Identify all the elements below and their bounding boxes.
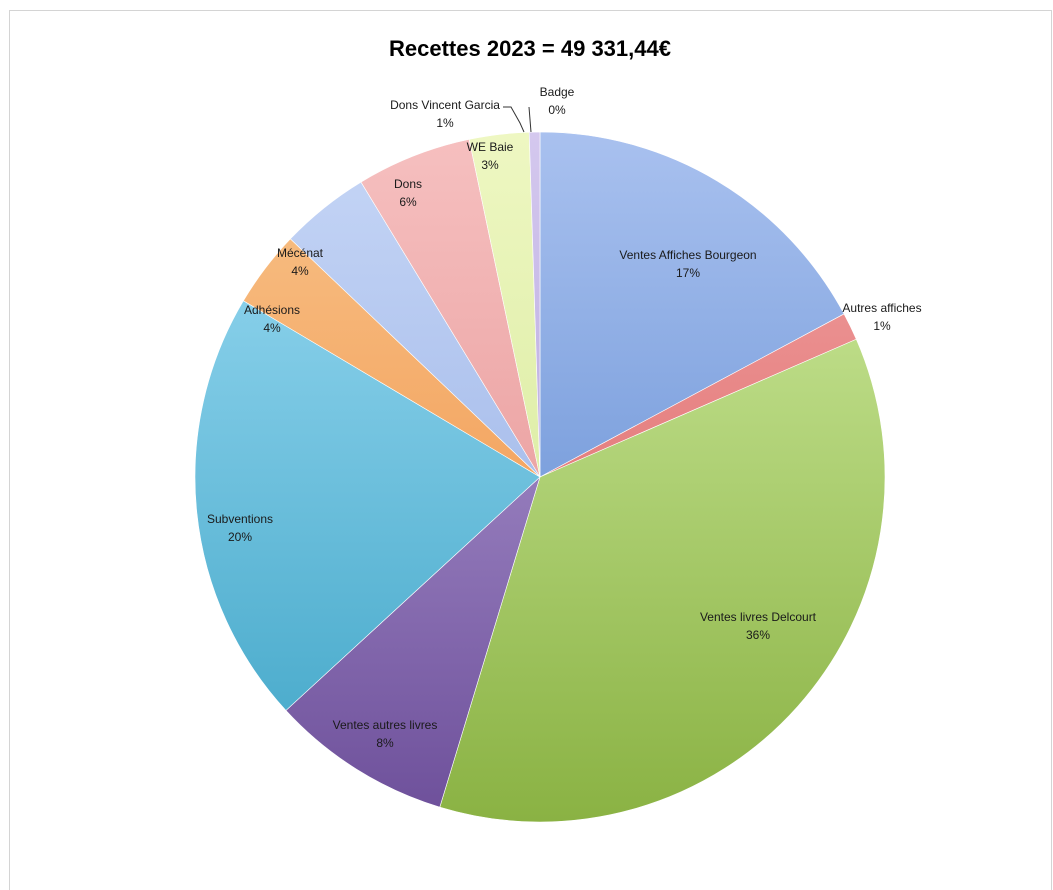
label-we-baie: WE Baie 3% xyxy=(467,140,514,172)
label-pct-subventions: 20% xyxy=(228,530,252,544)
label-name-dons-vincent-garcia: Dons Vincent Garcia xyxy=(390,98,500,112)
label-dons-vincent-garcia: Dons Vincent Garcia 1% xyxy=(390,98,500,130)
label-mecenat: Mécénat 4% xyxy=(277,246,324,278)
slice-ventes-autres-livres xyxy=(285,476,541,808)
leader-dons-vincent-garcia xyxy=(503,106,525,133)
label-pct-autres-affiches: 1% xyxy=(873,319,891,333)
label-dons: Dons 6% xyxy=(394,177,422,209)
label-ventes-autres-livres: Ventes autres livres 8% xyxy=(333,718,438,750)
pie-slices xyxy=(194,131,886,823)
label-name-adhesions: Adhésions xyxy=(244,303,300,317)
label-name-mecenat: Mécénat xyxy=(277,246,324,260)
label-pct-we-baie: 3% xyxy=(481,158,499,172)
label-name-badge: Badge xyxy=(540,85,575,99)
slice-ventes-livres-delcourt xyxy=(439,338,886,823)
label-pct-mecenat: 4% xyxy=(291,264,309,278)
label-pct-dons-vincent-garcia: 1% xyxy=(436,116,454,130)
slice-labels: Ventes Affiches Bourgeon 17% Autres affich… xyxy=(207,85,922,750)
label-pct-ventes-livres-delcourt: 36% xyxy=(746,628,770,642)
chart-frame: Recettes 2023 = 49 331,44€ Ventes Affich… xyxy=(9,10,1052,890)
label-pct-dons: 6% xyxy=(399,195,417,209)
label-name-ventes-affiches-bourgeon: Ventes Affiches Bourgeon xyxy=(619,248,756,262)
label-ventes-livres-delcourt: Ventes livres Delcourt 36% xyxy=(700,610,817,642)
slice-ventes-affiches-bourgeon xyxy=(539,131,845,478)
label-name-we-baie: WE Baie xyxy=(467,140,514,154)
slice-subventions xyxy=(194,300,541,711)
label-name-dons: Dons xyxy=(394,177,422,191)
label-ventes-affiches-bourgeon: Ventes Affiches Bourgeon 17% xyxy=(619,248,756,280)
label-autres-affiches: Autres affiches 1% xyxy=(842,301,921,333)
label-badge: Badge 0% xyxy=(540,85,575,117)
label-pct-adhesions: 4% xyxy=(263,321,281,335)
pie-chart: Recettes 2023 = 49 331,44€ Ventes Affich… xyxy=(194,36,922,823)
label-name-ventes-autres-livres: Ventes autres livres xyxy=(333,718,438,732)
leader-lines xyxy=(503,106,532,133)
label-pct-badge: 0% xyxy=(548,103,566,117)
leader-badge xyxy=(528,106,532,133)
chart-title: Recettes 2023 = 49 331,44€ xyxy=(389,36,671,61)
label-pct-ventes-autres-livres: 8% xyxy=(376,736,394,750)
label-name-subventions: Subventions xyxy=(207,512,273,526)
label-name-autres-affiches: Autres affiches xyxy=(842,301,921,315)
label-adhesions: Adhésions 4% xyxy=(244,303,300,335)
label-subventions: Subventions 20% xyxy=(207,512,273,544)
label-pct-ventes-affiches-bourgeon: 17% xyxy=(676,266,700,280)
slice-badge xyxy=(528,131,541,478)
label-name-ventes-livres-delcourt: Ventes livres Delcourt xyxy=(700,610,817,624)
